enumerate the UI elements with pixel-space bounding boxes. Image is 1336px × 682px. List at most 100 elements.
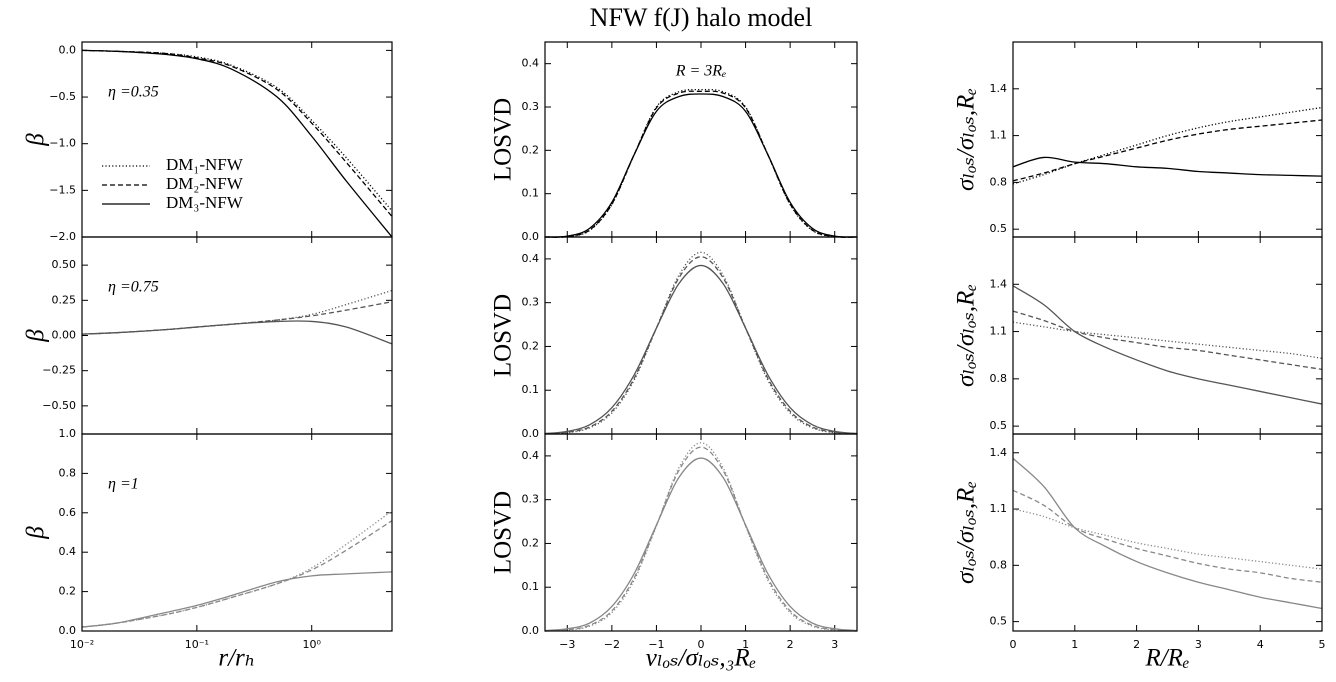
x-tick-label: 1 <box>1071 638 1078 651</box>
line-series <box>544 256 858 435</box>
x-tick-label: 2 <box>1133 638 1140 651</box>
annotation: η =0.35 <box>108 84 159 101</box>
y-tick-label: −2.0 <box>49 230 76 243</box>
line-series <box>544 90 858 238</box>
y-tick-label: 1.0 <box>59 427 77 440</box>
line-series <box>81 571 393 628</box>
y-tick-label: 0.25 <box>52 293 77 306</box>
y-tick-label: 0.5 <box>990 419 1008 432</box>
y-tick-label: −0.5 <box>49 90 76 103</box>
y-axis-title: LOSVD <box>490 294 517 377</box>
y-tick-label: 0.8 <box>990 558 1008 571</box>
y-tick-label: 0.8 <box>990 372 1008 385</box>
y-tick-label: 0.0 <box>522 624 540 637</box>
x-tick-label: 0 <box>1010 638 1017 651</box>
y-tick-label: 0.0 <box>59 624 77 637</box>
y-tick-label: −0.25 <box>42 364 76 377</box>
y-tick-label: 0.5 <box>990 222 1008 235</box>
y-tick-label: 0.3 <box>522 493 540 506</box>
x-axis-title: vₗₒₛ/σₗₒₛ,₃Rₑ <box>646 645 756 672</box>
y-tick-label: 0.4 <box>522 57 540 70</box>
annotation: η =0.75 <box>108 279 159 296</box>
y-tick-label: 0.3 <box>522 100 540 113</box>
line-series <box>1012 457 1323 610</box>
plot-frame <box>1012 433 1323 632</box>
line-series <box>544 251 858 435</box>
y-tick-label: 0.2 <box>522 339 540 352</box>
y-tick-label: 0.5 <box>990 615 1008 628</box>
y-tick-label: 0.50 <box>52 258 77 271</box>
x-axis-title: R/Rₑ <box>1144 645 1189 672</box>
x-tick-label: −2 <box>604 638 620 651</box>
y-tick-label: 0.4 <box>59 545 77 558</box>
y-tick-label: 0.8 <box>59 466 77 479</box>
line-series <box>544 457 858 632</box>
y-tick-label: 0.0 <box>522 427 540 440</box>
y-tick-label: −1.0 <box>49 137 76 150</box>
y-tick-label: 0.8 <box>990 175 1008 188</box>
x-tick-label: 2 <box>787 638 794 651</box>
y-tick-label: 1.4 <box>990 446 1008 459</box>
line-series <box>544 264 858 435</box>
line-series <box>544 93 858 238</box>
y-tick-label: 0.1 <box>522 580 540 593</box>
y-tick-label: 0.1 <box>522 383 540 396</box>
annotation: R = 3Rₑ <box>675 63 727 80</box>
x-tick-label: 10⁰ <box>303 638 322 651</box>
y-axis-title: β <box>23 133 50 147</box>
x-tick-label: −3 <box>559 638 575 651</box>
x-tick-label: −1 <box>648 638 664 651</box>
plot-frame <box>81 433 393 632</box>
y-tick-label: 0.2 <box>59 585 77 598</box>
y-tick-label: 1.1 <box>990 502 1008 515</box>
x-tick-label: 1 <box>742 638 749 651</box>
y-axis-title: σₗₒₛ/σₗₒₛ,Rₑ <box>953 88 980 191</box>
annotation: η =1 <box>108 476 139 493</box>
line-series <box>544 442 858 632</box>
x-tick-label: 4 <box>1257 638 1264 651</box>
y-tick-label: 0.2 <box>522 143 540 156</box>
line-series <box>81 49 393 238</box>
y-tick-label: 1.4 <box>990 277 1008 290</box>
y-axis-title: LOSVD <box>490 491 517 574</box>
y-tick-label: 0.00 <box>52 329 77 342</box>
y-axis-title: LOSVD <box>490 98 517 181</box>
y-axis-title: σₗₒₛ/σₗₒₛ,Rₑ <box>953 284 980 387</box>
y-tick-label: 0.1 <box>522 187 540 200</box>
y-tick-label: 1.1 <box>990 325 1008 338</box>
x-tick-label: 10⁻¹ <box>185 638 209 651</box>
chart-title: NFW f(J) halo model <box>590 3 813 32</box>
y-tick-label: 1.1 <box>990 129 1008 142</box>
line-series <box>1012 106 1323 185</box>
x-tick-label: 10⁻² <box>70 638 94 651</box>
y-tick-label: 0.4 <box>522 449 540 462</box>
line-series <box>1012 489 1323 583</box>
x-tick-label: 3 <box>1195 638 1202 651</box>
line-series <box>1012 285 1323 405</box>
y-axis-title: β <box>23 526 50 540</box>
line-series <box>81 520 393 628</box>
y-axis-title: σₗₒₛ/σₗₒₛ,Rₑ <box>953 481 980 584</box>
legend-label: DM₁-NFW <box>166 155 244 174</box>
y-tick-label: 0.2 <box>522 536 540 549</box>
x-axis-title: r/rₕ <box>218 645 255 672</box>
legend-label: DM₂-NFW <box>166 174 244 193</box>
y-tick-label: 0.3 <box>522 296 540 309</box>
y-tick-label: 0.6 <box>59 506 77 519</box>
y-axis-title: β <box>23 329 50 343</box>
line-series <box>1012 508 1323 570</box>
plot-frame <box>544 433 858 632</box>
line-series <box>81 320 393 345</box>
x-tick-label: 3 <box>831 638 838 651</box>
line-series <box>544 446 858 632</box>
y-tick-label: −1.5 <box>49 183 76 196</box>
y-tick-label: 0.0 <box>522 230 540 243</box>
y-tick-label: 0.4 <box>522 252 540 265</box>
x-tick-label: 5 <box>1319 638 1326 651</box>
x-tick-label: 0 <box>698 638 705 651</box>
y-tick-label: 0.0 <box>59 43 77 56</box>
y-tick-label: −0.50 <box>42 399 76 412</box>
line-series <box>1012 156 1323 177</box>
